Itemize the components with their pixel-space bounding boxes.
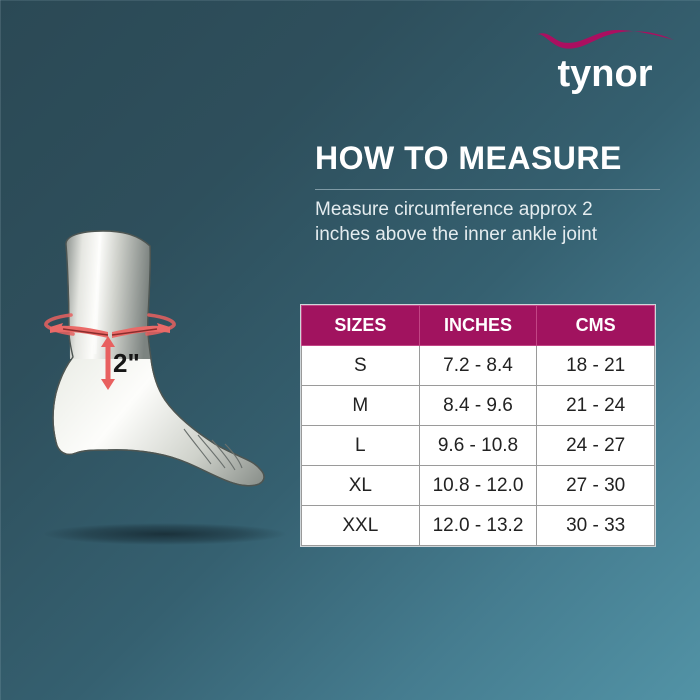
svg-text:2": 2" — [113, 348, 140, 378]
